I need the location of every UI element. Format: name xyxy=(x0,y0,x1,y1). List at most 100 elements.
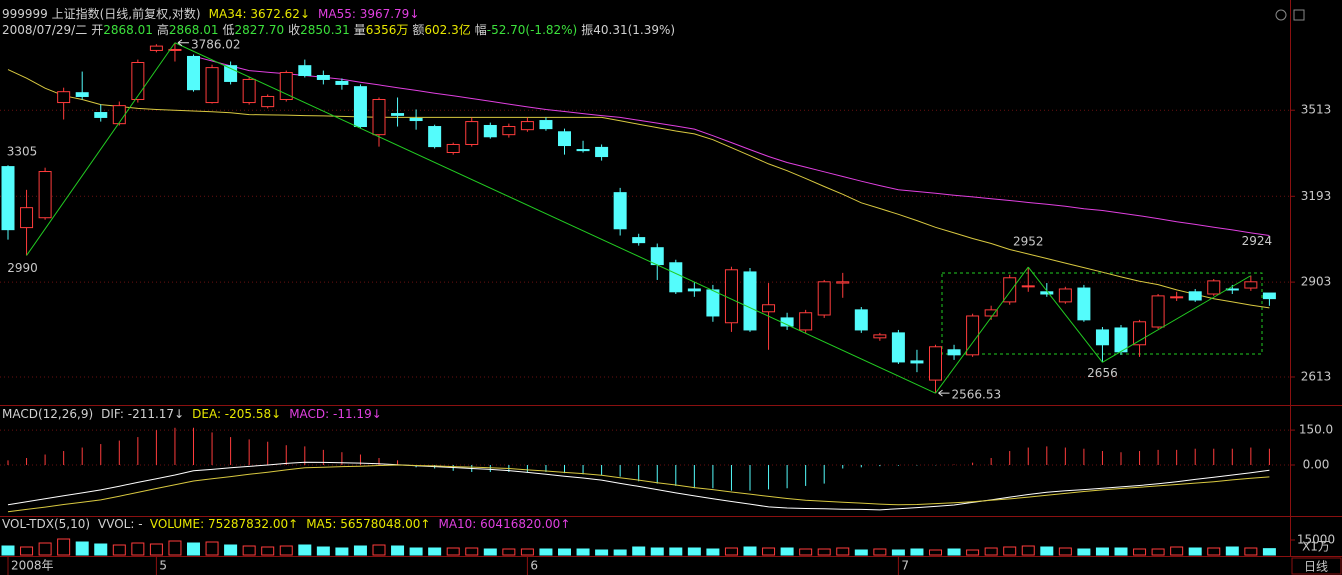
volume-bar xyxy=(428,547,442,556)
legend-entry: DIF: -211.17↓ xyxy=(101,407,184,421)
zigzag-line xyxy=(935,266,1029,394)
candle-body xyxy=(1040,291,1054,295)
candle-body xyxy=(242,78,256,104)
volume-bar xyxy=(187,542,200,556)
candle-body xyxy=(706,289,720,317)
candle-body xyxy=(335,80,349,85)
period-label: 日线 xyxy=(1304,560,1328,574)
volume-bar xyxy=(984,547,998,556)
candle-body xyxy=(1151,295,1165,328)
candle-body xyxy=(1262,292,1276,300)
zigzag-line xyxy=(26,42,176,256)
volume-bar xyxy=(1207,547,1221,556)
volume-bar xyxy=(817,548,831,556)
volume-bar xyxy=(706,548,720,556)
candle-body xyxy=(724,269,738,324)
volume-bar xyxy=(483,548,497,556)
volume-bar xyxy=(261,546,275,556)
candle-body xyxy=(1095,329,1109,346)
volume-bar xyxy=(335,547,349,556)
candle-body xyxy=(1021,285,1035,288)
candle-body xyxy=(669,262,683,293)
panel-header: 999999 上证指数(日线,前复权,对数) MA34: 3672.62↓ MA55… xyxy=(2,6,419,21)
x-tick-label: 7 xyxy=(901,559,909,573)
zigzag-line xyxy=(1027,266,1103,363)
frame xyxy=(0,0,1342,557)
quote-item: 收 xyxy=(288,23,300,37)
pivot-label: 2566.53 xyxy=(952,388,1002,402)
y-tick-label: 2613 xyxy=(1301,369,1332,383)
volume-bar xyxy=(1262,548,1276,556)
panel-header: MACD(12,26,9) DIF: -211.17↓ DEA: -205.58↓ M… xyxy=(2,407,382,421)
candle-body xyxy=(984,309,998,317)
volume-bar xyxy=(1114,547,1128,556)
candle-body xyxy=(910,360,924,364)
candle-body xyxy=(762,304,776,313)
legend-entry: VVOL: - xyxy=(98,517,142,531)
volume-bar xyxy=(279,545,293,556)
legend-entry: VOLUME: 75287832.00↑ xyxy=(150,517,298,531)
volume-bar xyxy=(947,548,961,556)
candle-body xyxy=(131,62,145,101)
label-arrow xyxy=(177,39,189,47)
volume-bar xyxy=(724,547,738,556)
candle-body xyxy=(372,99,386,136)
volume-bar xyxy=(780,547,794,556)
legend-entry: MA10: 60416820.00↑ xyxy=(438,517,570,531)
legend-entry: MA5: 56578048.00↑ xyxy=(306,517,430,531)
candle-body xyxy=(539,120,553,130)
volume-bar xyxy=(1003,546,1017,556)
volume-bar xyxy=(1133,548,1147,556)
volume-bar xyxy=(1021,545,1035,556)
zigzag-line xyxy=(1102,275,1252,363)
candle-body xyxy=(298,65,312,76)
candle-body xyxy=(205,67,219,104)
candle-body xyxy=(632,237,646,244)
volume-bar xyxy=(1170,546,1184,556)
quote-item: 2850.31 xyxy=(300,23,350,37)
volume-bar xyxy=(465,547,479,556)
legend-entry: MA55: 3967.79↓ xyxy=(318,7,419,21)
candle-body xyxy=(558,131,571,147)
volume-bar xyxy=(391,545,405,556)
volume-bar xyxy=(1095,547,1109,556)
candle-body xyxy=(187,55,200,91)
candle-body xyxy=(1077,287,1091,321)
panel-title: VOL-TDX(5,10) xyxy=(2,517,90,531)
volume-bar xyxy=(539,548,553,556)
volume-bar xyxy=(168,540,182,556)
volume-bar xyxy=(650,547,664,556)
quote-item: 振 xyxy=(581,23,593,37)
volume-bar xyxy=(873,548,887,556)
quote-item: 2827.70 xyxy=(235,23,285,37)
candle-body xyxy=(502,126,516,136)
candle-body xyxy=(1133,321,1147,346)
x-tick-label: 2008年 xyxy=(11,559,54,573)
candle-body xyxy=(966,315,980,356)
volume-bar xyxy=(298,544,312,556)
icon-square[interactable] xyxy=(1293,9,1305,21)
candle-body xyxy=(38,171,52,219)
volume-bar xyxy=(353,545,367,556)
pivot-label: 2952 xyxy=(1013,235,1044,249)
icon-circle[interactable] xyxy=(1275,9,1287,21)
volume-bar xyxy=(762,547,776,556)
volume-bar xyxy=(1188,547,1202,556)
quote-item: 低 xyxy=(223,23,235,37)
volume-bar xyxy=(1,545,15,556)
candle-body xyxy=(576,149,590,152)
panel-header: VOL-TDX(5,10) VVOL: - VOLUME: 75287832.00↑… xyxy=(2,517,570,531)
candle-body xyxy=(94,112,108,118)
candle-body xyxy=(353,86,367,128)
volume-bar xyxy=(1225,546,1239,556)
candle-body xyxy=(873,334,887,339)
candle-body xyxy=(20,207,34,229)
period-button[interactable] xyxy=(1291,557,1342,575)
x-tick-label: 5 xyxy=(159,559,167,573)
volume-bar xyxy=(520,548,534,556)
macd-line xyxy=(7,461,1270,511)
volume-bar xyxy=(613,549,627,556)
candle-body xyxy=(1244,281,1258,289)
quote-item: 2868.01 xyxy=(169,23,219,37)
